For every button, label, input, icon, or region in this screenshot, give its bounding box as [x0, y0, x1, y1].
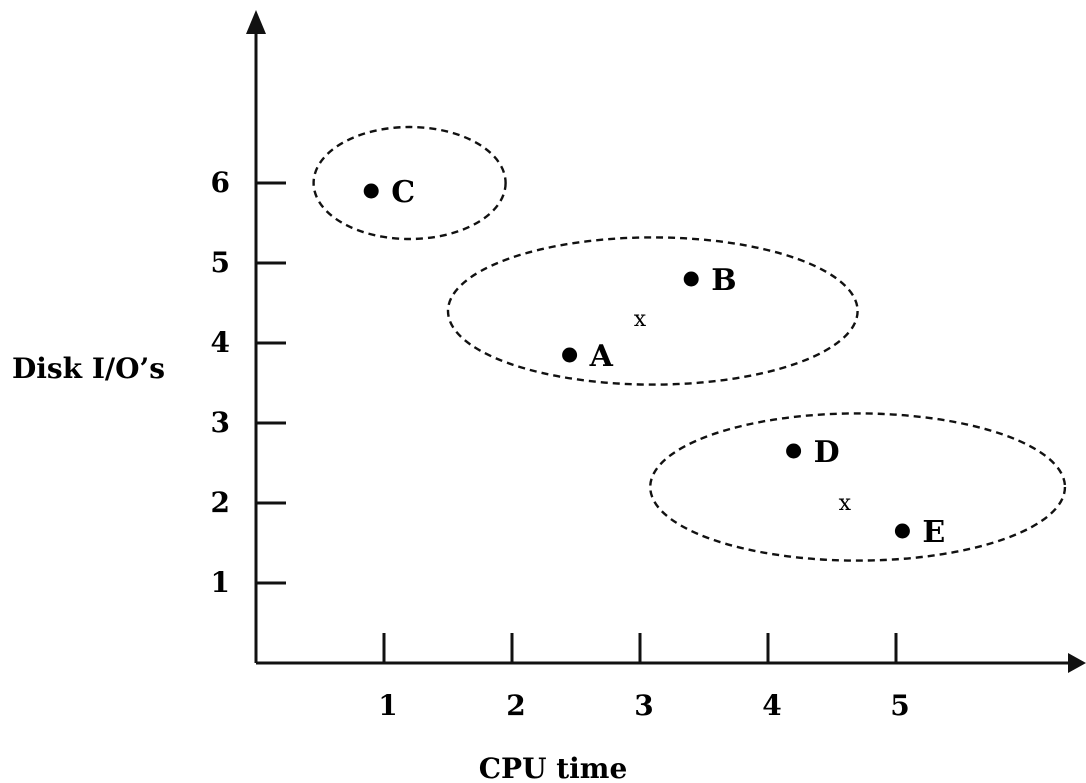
y-tick-label: 1	[211, 566, 230, 599]
y-tick-label: 4	[211, 326, 230, 359]
data-point-e	[894, 523, 910, 539]
y-tick-label: 3	[211, 406, 230, 439]
x-axis-title: CPU time	[479, 752, 628, 783]
data-point-c	[363, 183, 379, 199]
point-label-e: E	[922, 515, 945, 550]
clusters-layer	[312, 125, 1067, 562]
x-tick-label: 5	[890, 689, 909, 722]
axes-layer	[246, 10, 1086, 673]
points-layer: A B C D Ex x	[363, 175, 945, 550]
data-point-a	[562, 347, 578, 363]
centroid-marker-2: x	[839, 491, 852, 516]
point-label-a: A	[589, 339, 614, 374]
cluster-ellipse-1	[312, 125, 507, 241]
y-tick-label: 6	[211, 166, 230, 199]
x-tick-label: 1	[378, 689, 397, 722]
cluster-ellipse-3	[649, 412, 1067, 562]
y-axis-title: Disk I/O’s	[12, 352, 165, 385]
x-tick-label: 4	[762, 689, 781, 722]
x-tick-label: 2	[506, 689, 525, 722]
data-point-d	[786, 443, 802, 459]
point-label-d: D	[814, 435, 840, 470]
x-axis-arrow-icon	[1068, 653, 1086, 673]
x-tick-label: 3	[634, 689, 653, 722]
point-label-c: C	[391, 175, 415, 210]
point-label-b: B	[711, 263, 736, 298]
y-tick-label: 5	[211, 246, 230, 279]
y-tick-label: 2	[211, 486, 230, 519]
cluster-ellipse-2	[446, 236, 859, 386]
centroid-marker-1: x	[634, 307, 647, 332]
ticks-layer: 1 2 3 4 5 1 2 3 4 5 6	[211, 166, 910, 722]
data-point-b	[683, 271, 699, 287]
y-axis-arrow-icon	[246, 10, 266, 34]
